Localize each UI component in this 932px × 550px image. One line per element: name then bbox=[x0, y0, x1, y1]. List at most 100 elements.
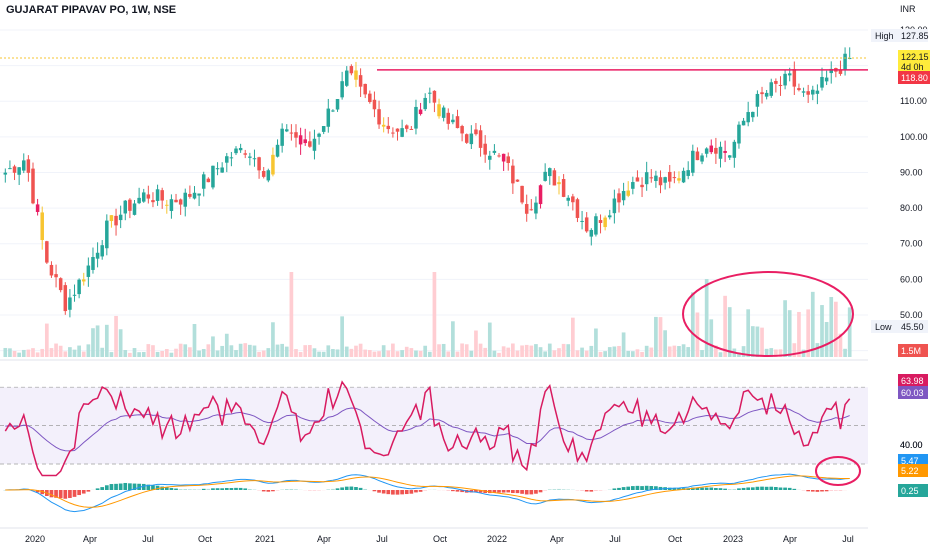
macd-histogram-bar bbox=[391, 490, 395, 495]
low-label-bg bbox=[871, 320, 928, 333]
macd-histogram-bar bbox=[561, 489, 566, 490]
macd-histogram-bar bbox=[331, 488, 335, 490]
volume-bar bbox=[81, 351, 86, 357]
volume-bar bbox=[54, 343, 58, 357]
hist-value: 0.25 bbox=[901, 486, 919, 496]
volume-bar bbox=[243, 343, 248, 357]
macd-histogram-bar bbox=[515, 490, 520, 494]
macd-histogram-bar bbox=[35, 490, 40, 493]
candle-body bbox=[8, 168, 12, 170]
price-tick: 80.00 bbox=[900, 203, 923, 213]
candle-body bbox=[211, 165, 215, 188]
candle-body bbox=[649, 177, 654, 179]
volume-bar bbox=[423, 345, 428, 357]
volume-bar bbox=[552, 350, 557, 357]
volume-bar bbox=[644, 345, 649, 357]
candle-body bbox=[169, 199, 174, 211]
candle-body bbox=[72, 294, 77, 296]
price-axis: INR130.00120.00110.00100.0090.0080.0070.… bbox=[868, 0, 932, 550]
macd-histogram-bar bbox=[764, 486, 769, 490]
volume-bar bbox=[303, 345, 308, 357]
candle-body bbox=[400, 128, 404, 137]
macd-histogram-bar bbox=[404, 490, 409, 495]
macd-histogram-bar bbox=[829, 490, 834, 491]
volume-bar bbox=[810, 291, 815, 357]
volume-bar bbox=[307, 345, 312, 357]
candle-body bbox=[428, 92, 432, 94]
macd-histogram-bar bbox=[580, 490, 584, 491]
candle-body bbox=[423, 97, 427, 110]
time-tick: Apr bbox=[550, 534, 564, 544]
time-tick: Apr bbox=[317, 534, 331, 544]
volume-bar bbox=[224, 333, 229, 357]
volume-bar bbox=[104, 324, 109, 357]
last-price-bg bbox=[898, 50, 930, 63]
candle-body bbox=[464, 134, 469, 143]
candle-body bbox=[317, 133, 321, 137]
candle-body bbox=[644, 172, 649, 185]
volume-bar bbox=[252, 345, 257, 357]
candle-body bbox=[321, 126, 326, 132]
macd-histogram-bar bbox=[787, 487, 792, 490]
volume-bar bbox=[695, 312, 700, 357]
macd-histogram-bar bbox=[750, 487, 755, 490]
macd-histogram-bar bbox=[672, 487, 677, 490]
volume-bar bbox=[566, 344, 571, 357]
volume-bar bbox=[335, 349, 340, 357]
candle-body bbox=[792, 68, 797, 87]
macd-histogram-bar bbox=[695, 487, 700, 490]
rsi-pane bbox=[0, 380, 868, 477]
candle-body bbox=[709, 145, 714, 153]
volume-bar bbox=[584, 350, 589, 357]
candle-body bbox=[727, 155, 732, 158]
volume-value-bg bbox=[898, 344, 928, 357]
candle-body bbox=[261, 171, 266, 177]
volume-bar bbox=[317, 351, 321, 357]
volume-bar bbox=[570, 317, 575, 357]
candle-body bbox=[806, 91, 810, 95]
candle-body bbox=[271, 154, 275, 175]
macd-histogram-bar bbox=[100, 487, 105, 490]
candle-body bbox=[363, 83, 367, 95]
candle-body bbox=[344, 70, 349, 86]
macd-histogram-bar bbox=[188, 489, 192, 490]
macd-histogram-bar bbox=[123, 482, 128, 490]
macd-histogram-bar bbox=[381, 490, 386, 494]
volume-bar bbox=[137, 352, 141, 357]
macd-histogram-bar bbox=[377, 490, 381, 493]
volume-bar bbox=[511, 343, 515, 357]
macd-histogram-bar bbox=[497, 490, 501, 493]
macd-histogram-bar bbox=[460, 490, 464, 493]
volume-bar bbox=[478, 343, 483, 357]
macd-histogram-bar bbox=[783, 487, 787, 490]
time-axis: 2020 Apr Jul Oct 2021 Apr Jul Oct 2022 Apr Jul Oct 2… bbox=[0, 527, 868, 544]
candle-body bbox=[49, 264, 54, 276]
candle-body bbox=[474, 129, 478, 135]
candle-body bbox=[146, 194, 151, 199]
macd-histogram-bar bbox=[815, 490, 820, 492]
volume-bar bbox=[792, 343, 797, 357]
time-tick: 2022 bbox=[487, 534, 507, 544]
candle-body bbox=[174, 199, 178, 203]
volume-bar bbox=[774, 349, 778, 357]
macd-histogram-bar bbox=[86, 490, 91, 492]
volume-bar bbox=[746, 309, 751, 357]
volume-bar bbox=[257, 351, 261, 357]
candle-body bbox=[686, 170, 690, 176]
volume-bar bbox=[547, 343, 552, 357]
volume-bar bbox=[206, 344, 211, 357]
candle-body bbox=[303, 139, 307, 144]
rsi-line bbox=[4, 380, 851, 477]
volume-bar bbox=[363, 349, 368, 357]
macd-histogram-bar bbox=[520, 490, 524, 494]
macd-histogram-bar bbox=[63, 490, 68, 499]
volume-bar bbox=[603, 351, 607, 357]
volume-bar bbox=[677, 346, 681, 357]
volume-bar bbox=[460, 343, 464, 357]
candle-body bbox=[151, 200, 155, 203]
macd-histogram-bar bbox=[414, 490, 418, 493]
candle-body bbox=[667, 171, 672, 182]
volume-bar bbox=[178, 343, 183, 357]
volume-bar bbox=[248, 344, 252, 357]
